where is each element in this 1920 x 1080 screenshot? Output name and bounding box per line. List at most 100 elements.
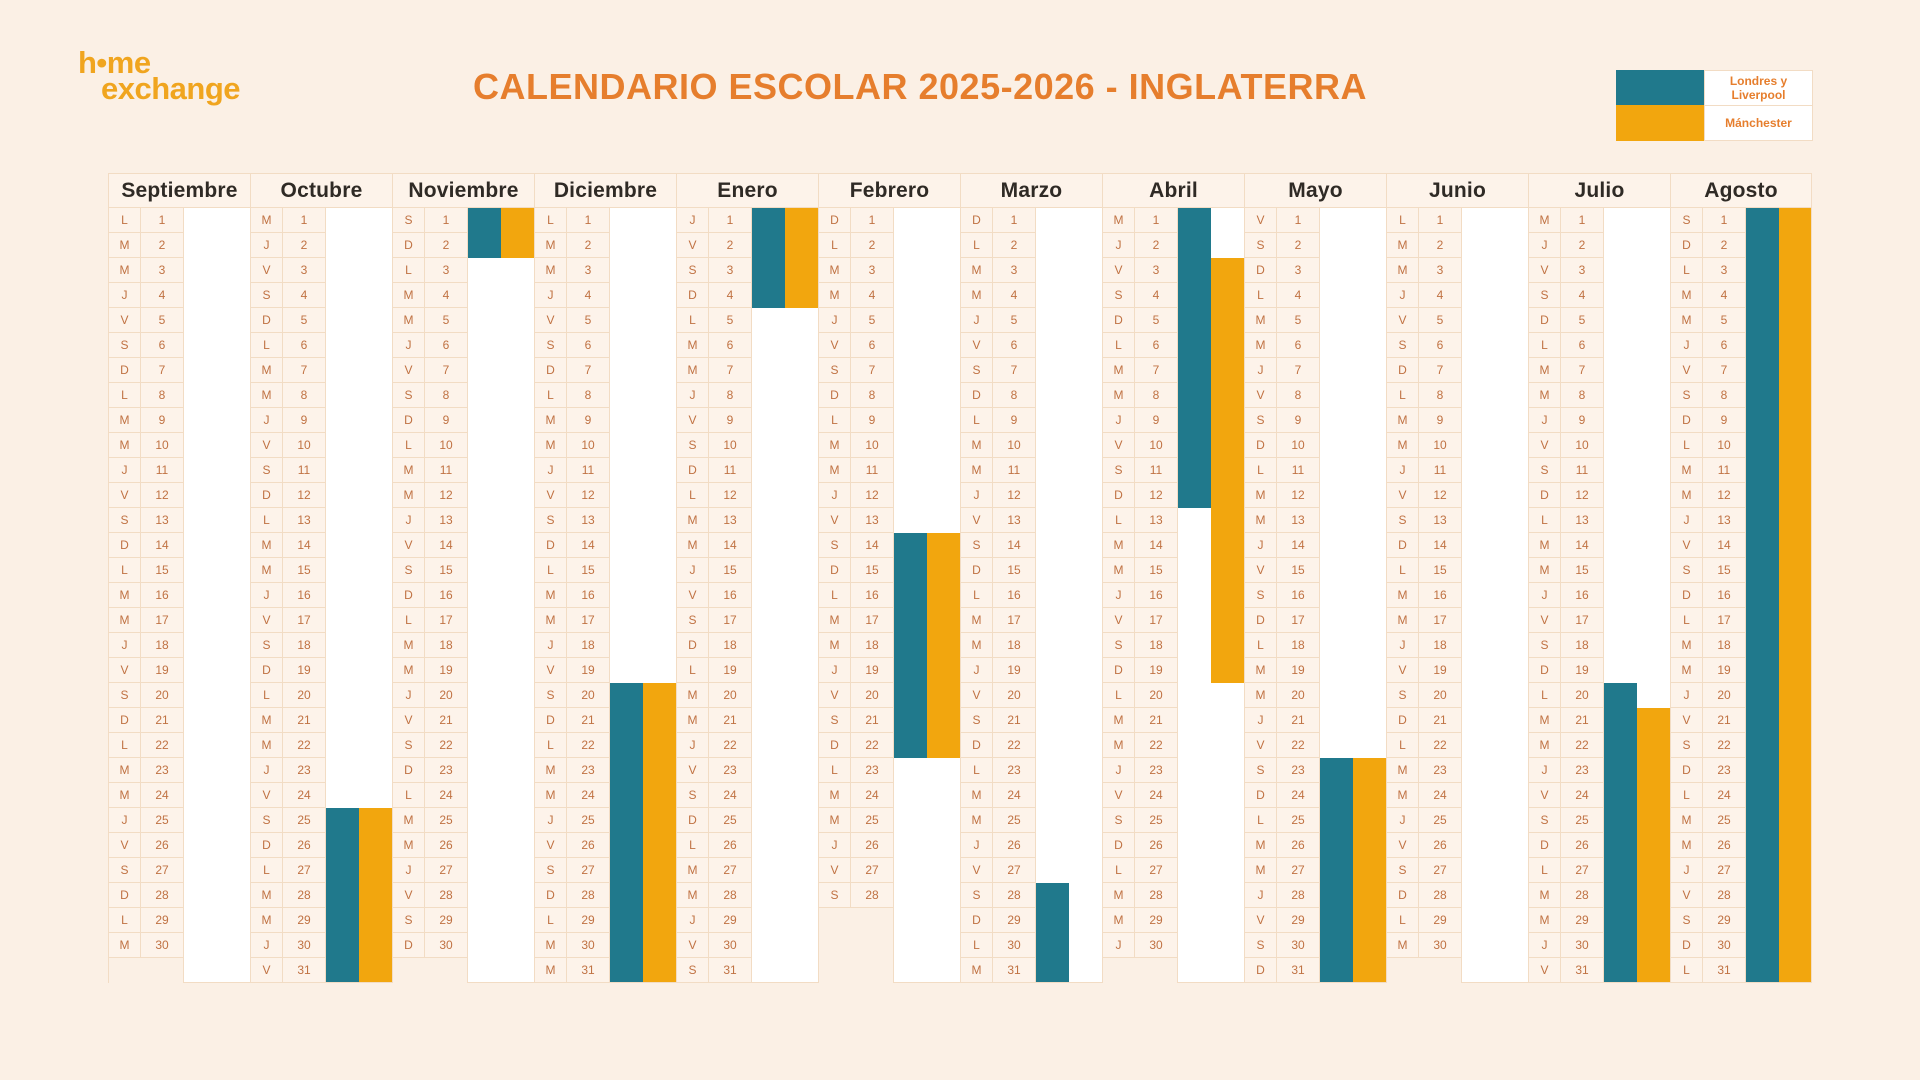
holiday-bar-strip [751, 883, 818, 908]
day-number-cell: 4 [1561, 283, 1603, 308]
day-number-cell: 14 [141, 533, 183, 558]
day-number-cell: 10 [1419, 433, 1461, 458]
day-number-cell: 16 [1703, 583, 1745, 608]
day-number-cell: 27 [283, 858, 325, 883]
holiday-bar-manchester [927, 683, 960, 708]
day-letter-cell [819, 933, 851, 958]
holiday-bar-londres-liverpool [326, 783, 359, 808]
day-row: M 25 [961, 808, 1102, 833]
holiday-bar-londres-liverpool [1178, 433, 1211, 458]
day-row: J 25 [109, 808, 250, 833]
day-number-cell: 27 [1419, 858, 1461, 883]
holiday-bar-manchester [1211, 608, 1244, 633]
holiday-bar-strip [751, 433, 818, 458]
day-row: D 21 [535, 708, 676, 733]
holiday-bar-strip [1319, 658, 1386, 683]
day-letter-cell: J [1529, 233, 1561, 258]
holiday-bar-londres-liverpool [184, 733, 217, 758]
holiday-bar-manchester [1637, 383, 1670, 408]
holiday-bar-londres-liverpool [1746, 283, 1779, 308]
day-number-cell: 7 [283, 358, 325, 383]
holiday-bar-strip [1177, 883, 1244, 908]
day-number-cell: 23 [1277, 758, 1319, 783]
holiday-bar-strip [1745, 433, 1811, 458]
day-number-cell: 3 [851, 258, 893, 283]
day-row: L 27 [251, 858, 392, 883]
day-letter-cell: M [1387, 408, 1419, 433]
holiday-bar-londres-liverpool [326, 533, 359, 558]
day-number-cell: 14 [283, 533, 325, 558]
holiday-bar-manchester [1353, 258, 1386, 283]
day-number-cell: 4 [851, 283, 893, 308]
holiday-bar-manchester [785, 608, 818, 633]
day-letter-cell: J [819, 308, 851, 333]
holiday-bar-manchester [217, 533, 250, 558]
day-number-cell: 12 [1277, 483, 1319, 508]
day-row: V 24 [1529, 783, 1670, 808]
holiday-bar-londres-liverpool [1462, 608, 1495, 633]
holiday-bar-londres-liverpool [610, 458, 643, 483]
holiday-bar-manchester [217, 833, 250, 858]
holiday-bar-strip [325, 458, 392, 483]
day-number-cell: 25 [141, 808, 183, 833]
day-letter-cell: M [109, 758, 141, 783]
holiday-bar-strip [1035, 333, 1102, 358]
holiday-bar-manchester [1211, 808, 1244, 833]
day-number-cell: 14 [425, 533, 467, 558]
holiday-bar-manchester [1495, 233, 1528, 258]
day-number-cell: 3 [567, 258, 609, 283]
day-letter-cell: L [393, 433, 425, 458]
holiday-bar-strip [751, 533, 818, 558]
holiday-bar-manchester [1211, 358, 1244, 383]
holiday-bar-manchester [217, 408, 250, 433]
holiday-bar-strip [467, 733, 534, 758]
day-row: V 27 [819, 858, 960, 883]
holiday-bar-londres-liverpool [752, 558, 785, 583]
day-number-cell: 29 [1419, 908, 1461, 933]
holiday-bar-manchester [359, 583, 392, 608]
holiday-bar-londres-liverpool [610, 708, 643, 733]
holiday-bar-manchester [501, 958, 534, 982]
day-row: J 18 [109, 633, 250, 658]
day-letter-cell: S [961, 533, 993, 558]
day-row: S 21 [819, 708, 960, 733]
holiday-bar-londres-liverpool [1746, 883, 1779, 908]
day-number-cell: 28 [1561, 883, 1603, 908]
day-number-cell: 9 [709, 408, 751, 433]
day-number-cell: 27 [425, 858, 467, 883]
day-number-cell: 1 [1277, 208, 1319, 233]
holiday-bar-manchester [359, 458, 392, 483]
holiday-bar-manchester [927, 333, 960, 358]
holiday-bar-londres-liverpool [326, 733, 359, 758]
day-letter-cell: M [1103, 883, 1135, 908]
holiday-bar-manchester [1211, 958, 1244, 982]
holiday-bar-strip [1745, 708, 1811, 733]
holiday-bar-strip [1461, 533, 1528, 558]
day-number-cell: 13 [709, 508, 751, 533]
holiday-bar-manchester [1778, 233, 1811, 258]
holiday-bar-strip [751, 908, 818, 933]
day-row: M 19 [1245, 658, 1386, 683]
day-row: V 12 [1387, 483, 1528, 508]
day-letter-cell: M [819, 433, 851, 458]
holiday-bar-manchester [501, 333, 534, 358]
holiday-bar-londres-liverpool [894, 908, 927, 933]
holiday-bar-manchester [927, 858, 960, 883]
day-number-cell: 13 [993, 508, 1035, 533]
holiday-bar-londres-liverpool [1604, 508, 1637, 533]
day-row: L 13 [251, 508, 392, 533]
day-number-cell: 26 [1277, 833, 1319, 858]
holiday-bar-manchester [217, 233, 250, 258]
day-row: D 23 [1671, 758, 1811, 783]
day-letter-cell: L [1387, 383, 1419, 408]
holiday-bar-strip [325, 308, 392, 333]
day-letter-cell: M [1245, 683, 1277, 708]
day-number-cell: 5 [1561, 308, 1603, 333]
day-letter-cell: L [535, 733, 567, 758]
month-column-diciembre: Diciembre L 1 M 2 M 3 J 4 V 5 S 6 D 7 L 8 M 9 M 10 J 11 V 12 S 13 D… [534, 173, 676, 983]
day-number-cell: 12 [1703, 483, 1745, 508]
holiday-bar-manchester [1495, 383, 1528, 408]
holiday-bar-londres-liverpool [752, 283, 785, 308]
